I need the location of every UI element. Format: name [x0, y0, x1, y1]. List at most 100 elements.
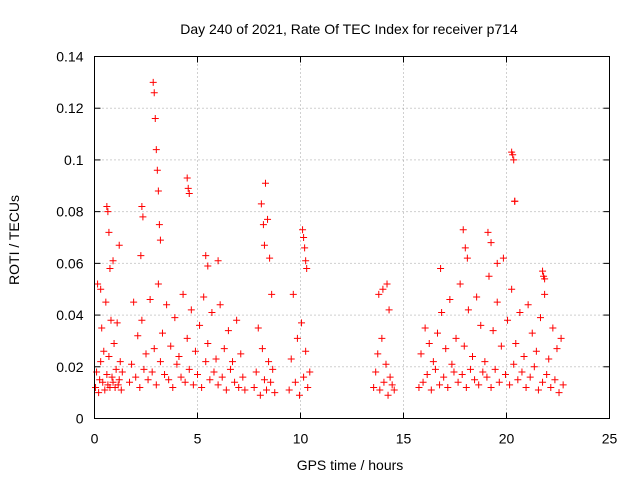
data-point: [509, 151, 517, 159]
data-point: [220, 345, 228, 353]
data-point: [436, 381, 444, 389]
data-point: [497, 342, 505, 350]
data-point: [214, 257, 222, 265]
y-tick-label: 0.1: [64, 152, 84, 168]
data-point: [150, 89, 158, 97]
data-point: [165, 376, 173, 384]
data-point: [151, 115, 159, 123]
data-point: [110, 340, 118, 348]
data-point: [161, 371, 169, 379]
data-point: [137, 252, 145, 260]
data-point: [204, 262, 212, 270]
data-points: [92, 78, 567, 399]
data-point: [116, 358, 124, 366]
data-point: [375, 290, 383, 298]
data-point: [257, 200, 265, 208]
data-point: [302, 347, 310, 355]
data-point: [154, 280, 162, 288]
data-point: [382, 360, 390, 368]
data-point: [431, 365, 439, 373]
data-point: [156, 236, 164, 244]
data-point: [169, 383, 177, 391]
data-point: [385, 306, 393, 314]
data-point: [429, 358, 437, 366]
data-point: [235, 383, 243, 391]
data-point: [241, 386, 249, 394]
x-tick-label: 25: [602, 431, 618, 447]
data-point: [136, 383, 144, 391]
data-point: [216, 301, 224, 309]
data-point: [466, 365, 474, 373]
data-point: [383, 280, 391, 288]
data-point: [528, 329, 536, 337]
data-point: [522, 383, 530, 391]
data-point: [555, 389, 563, 397]
data-point: [433, 329, 441, 337]
data-point: [100, 347, 108, 355]
data-point: [150, 345, 158, 353]
chart-title: Day 240 of 2021, Rate Of TEC Index for r…: [180, 21, 518, 37]
data-point: [300, 234, 308, 241]
data-point: [114, 381, 122, 389]
data-point: [260, 241, 268, 249]
data-point: [514, 376, 522, 384]
data-point: [547, 383, 555, 391]
data-point: [117, 386, 125, 394]
data-point: [105, 352, 113, 360]
data-point: [252, 368, 260, 376]
data-point: [493, 259, 501, 267]
data-point: [530, 363, 538, 371]
data-point: [299, 226, 307, 234]
data-point: [106, 265, 114, 273]
data-point: [374, 350, 382, 358]
data-point: [301, 244, 309, 252]
data-point: [224, 327, 232, 335]
data-point: [456, 280, 464, 288]
plot-frame: [94, 56, 610, 419]
y-tick-label: 0.06: [56, 255, 83, 271]
data-point: [98, 324, 106, 332]
data-point: [183, 174, 191, 182]
data-point: [495, 378, 503, 386]
data-point: [208, 308, 216, 316]
data-point: [300, 373, 308, 381]
data-point: [551, 376, 559, 384]
y-tick-label: 0.08: [56, 204, 83, 220]
data-point: [258, 345, 266, 353]
data-point: [139, 213, 147, 221]
data-point: [379, 285, 387, 293]
data-point: [489, 327, 497, 335]
data-point: [99, 378, 107, 386]
axis-ticks: 0 5 10 15 20 25 0 0.02 0.04 0.06 0.08 0.1 0.12 0.14: [56, 49, 617, 447]
data-point: [285, 386, 293, 394]
data-point: [269, 365, 277, 373]
data-point: [293, 334, 301, 342]
data-point: [97, 285, 105, 293]
data-point: [475, 381, 483, 389]
x-tick-label: 20: [499, 431, 515, 447]
data-point: [126, 378, 134, 386]
data-point: [541, 290, 549, 298]
data-point: [250, 383, 258, 391]
data-point: [134, 332, 142, 340]
data-point: [376, 386, 384, 394]
data-point: [487, 239, 495, 247]
data-point: [543, 371, 551, 379]
x-axis-label: GPS time / hours: [297, 457, 404, 473]
data-point: [175, 352, 183, 360]
data-point: [128, 360, 136, 368]
data-point: [233, 316, 241, 324]
data-point: [118, 368, 126, 376]
data-point: [154, 187, 162, 195]
data-point: [144, 376, 152, 384]
data-point: [390, 386, 398, 394]
data-point: [526, 373, 534, 381]
data-point: [171, 314, 179, 322]
data-point: [559, 381, 567, 389]
data-point: [459, 226, 467, 234]
data-point: [499, 254, 507, 262]
data-point: [263, 386, 271, 394]
data-point: [265, 358, 273, 366]
data-point: [462, 383, 470, 391]
data-point: [212, 355, 220, 363]
